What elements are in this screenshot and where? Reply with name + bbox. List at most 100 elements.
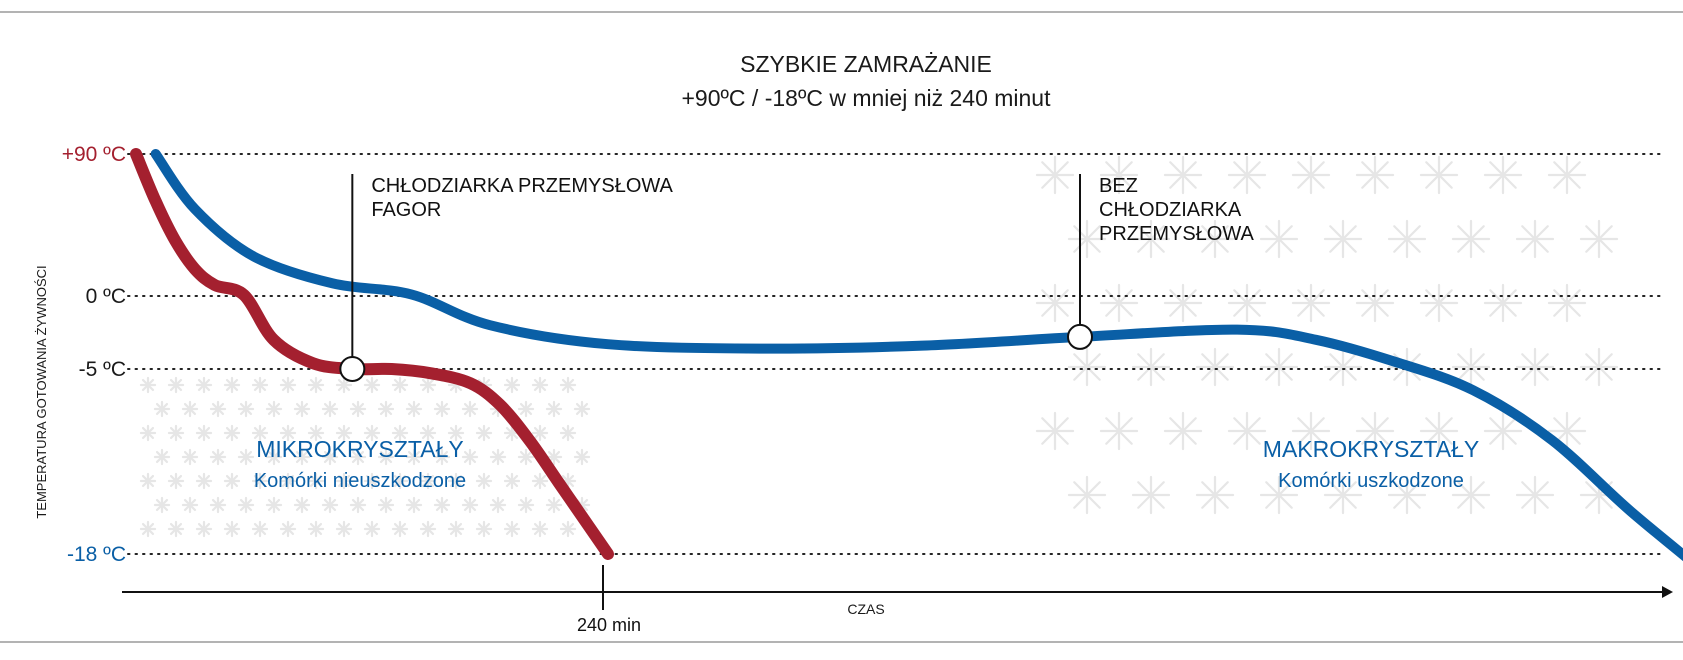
y-tick-label: 0 ºC — [86, 285, 126, 308]
snowflake-icon — [251, 424, 269, 442]
arrow-right-icon — [1662, 586, 1673, 598]
snowflake-icon — [209, 400, 227, 418]
snowflake-icon — [321, 496, 339, 514]
snowflake-icon — [1259, 475, 1299, 515]
snowflake-icon — [363, 424, 381, 442]
snowflake-icon — [1035, 411, 1075, 451]
snowflake-icon — [1451, 219, 1491, 259]
snowflake-icon — [1227, 283, 1267, 323]
snowflake-icon — [405, 448, 423, 466]
snowflake-icon — [363, 376, 381, 394]
macro-region-heading: MAKROKRYSZTAŁY — [1263, 436, 1479, 462]
snowflake-icon — [321, 448, 339, 466]
snowflake-icon — [335, 472, 353, 490]
snowflake-icon — [1515, 347, 1555, 387]
marker-label-line: FAGOR — [371, 199, 441, 221]
snowflake-icon — [181, 400, 199, 418]
x-tick-label: 240 min — [577, 615, 641, 635]
snowflake-icon — [307, 424, 325, 442]
micro-region-subheading: Komórki nieuszkodzone — [254, 470, 466, 492]
snowflake-icon — [167, 472, 185, 490]
snowflake-icon — [1419, 155, 1459, 195]
snowflake-icon — [279, 520, 297, 538]
snowflake-icon — [391, 424, 409, 442]
snowflake-icon — [433, 496, 451, 514]
snowflake-icon — [237, 448, 255, 466]
snowflake-icon — [433, 448, 451, 466]
snowflake-icon — [559, 520, 577, 538]
snowflake-icon — [447, 472, 465, 490]
snowflake-icon — [209, 496, 227, 514]
snowflake-icon — [517, 448, 535, 466]
snowflake-icon — [1323, 347, 1363, 387]
snowflake-icon — [447, 520, 465, 538]
snowflake-icon — [167, 520, 185, 538]
snowflake-icon — [1419, 411, 1459, 451]
snowflake-icon — [517, 496, 535, 514]
snowflake-icon — [209, 448, 227, 466]
snowflake-icon — [573, 400, 591, 418]
snowflake-icon — [1099, 155, 1139, 195]
y-axis-label: TEMPERATURA GOTOWANIA ŻYWNOŚCI — [34, 265, 49, 518]
snowflake-icon — [377, 448, 395, 466]
snowflake-icon — [265, 448, 283, 466]
snowflake-icon — [195, 520, 213, 538]
chart-subtitle: +90ºC / -18ºC w mniej niż 240 minut — [682, 85, 1052, 111]
snowflake-icon — [1227, 155, 1267, 195]
snowflake-icon — [545, 496, 563, 514]
x-axis-label: CZAS — [847, 601, 884, 617]
snowflake-icon — [503, 520, 521, 538]
snowflake-icon — [1579, 219, 1619, 259]
snowflake-icon — [139, 376, 157, 394]
marker-label-line: CHŁODZIARKA PRZEMYSŁOWA — [371, 175, 673, 197]
snowflake-icon — [195, 376, 213, 394]
series-lines — [130, 148, 1683, 562]
snowflake-icon — [1131, 347, 1171, 387]
snowflake-icon — [349, 496, 367, 514]
snowflake-icon — [1227, 411, 1267, 451]
snowflake-icon — [153, 400, 171, 418]
snowflake-icon — [1451, 475, 1491, 515]
snowflake-icon — [531, 520, 549, 538]
snowflake-icon — [489, 496, 507, 514]
snowflake-icon — [349, 400, 367, 418]
snowflake-icon — [195, 472, 213, 490]
snowflake-icon — [1035, 283, 1075, 323]
snowflake-icon — [139, 520, 157, 538]
snowflake-icon — [1291, 283, 1331, 323]
snowflake-icon — [1451, 347, 1491, 387]
snowflake-icon — [181, 448, 199, 466]
snowflake-icon — [559, 376, 577, 394]
snowflake-icon — [1387, 219, 1427, 259]
snowflake-icon — [531, 424, 549, 442]
snowflake-icon — [251, 520, 269, 538]
snowflake-icon — [1163, 283, 1203, 323]
snowflake-icon — [1259, 219, 1299, 259]
snowflake-icon — [461, 448, 479, 466]
snowflake-icon — [573, 448, 591, 466]
snowflake-icon — [223, 376, 241, 394]
snowflake-icon — [265, 400, 283, 418]
snowflake-icon — [377, 496, 395, 514]
snowflake-icon — [223, 424, 241, 442]
snowflake-icon — [1131, 475, 1171, 515]
snowflake-icon — [279, 472, 297, 490]
macro-region-subheading: Komórki uszkodzone — [1278, 470, 1464, 492]
snowflake-icon — [503, 424, 521, 442]
snowflake-icon — [391, 520, 409, 538]
snowflake-icon — [1195, 219, 1235, 259]
snowflake-icon — [349, 448, 367, 466]
snowflake-icon — [503, 376, 521, 394]
snowflake-icon — [1035, 155, 1075, 195]
snowflake-icon — [517, 400, 535, 418]
y-tick-label: -5 ºC — [79, 358, 126, 381]
marker-point — [339, 356, 366, 382]
snowflake-icon — [223, 472, 241, 490]
snowflake-icon — [293, 448, 311, 466]
annotations: CHŁODZIARKA PRZEMYSŁOWAFAGORBEZCHŁODZIAR… — [339, 174, 1254, 382]
snowflake-icon — [321, 400, 339, 418]
snowflake-icon — [1099, 283, 1139, 323]
snowflake-icon — [1387, 475, 1427, 515]
snowflake-icon — [1163, 155, 1203, 195]
snowflake-icon — [545, 400, 563, 418]
